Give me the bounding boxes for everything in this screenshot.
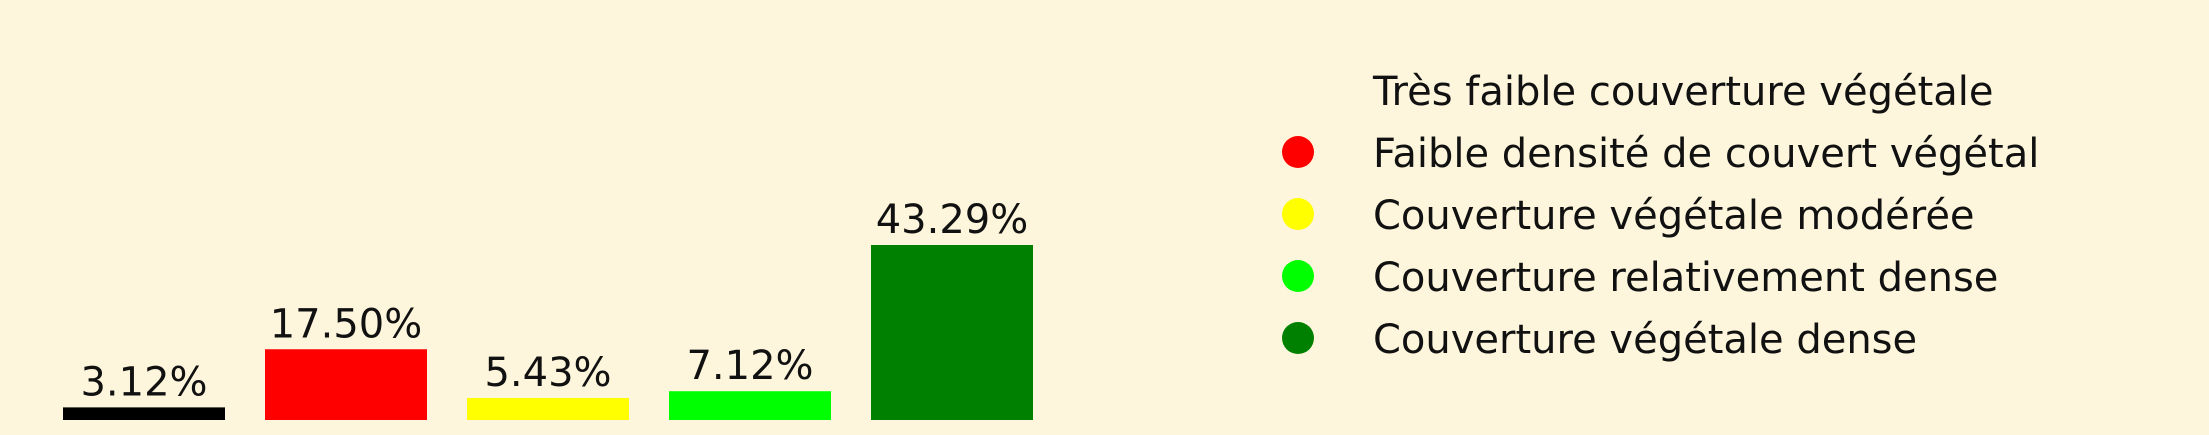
bars-group: [63, 245, 1033, 420]
bar-value-label-4: 7.12%: [686, 343, 813, 389]
legend-marker-5: [1282, 322, 1314, 354]
bar-5: [871, 245, 1033, 420]
legend-marker-2: [1282, 136, 1314, 168]
legend-label-2: Faible densité de couvert végétal: [1373, 131, 2039, 177]
bar-value-label-3: 5.43%: [484, 350, 611, 396]
legend-label-1: Très faible couverture végétale: [1372, 69, 1994, 115]
bar-value-label-1: 3.12%: [80, 359, 207, 405]
bar-1: [63, 407, 225, 420]
bar-value-label-2: 17.50%: [270, 301, 423, 347]
legend-label-3: Couverture végétale modérée: [1373, 193, 1975, 239]
bar-3: [467, 398, 629, 420]
bar-2: [265, 349, 427, 420]
legend-marker-1: [1282, 74, 1314, 106]
value-labels-group: 3.12% 17.50% 5.43% 7.12% 43.29%: [80, 197, 1028, 405]
legend-label-5: Couverture végétale dense: [1373, 317, 1917, 363]
legend-label-4: Couverture relativement dense: [1373, 255, 1998, 301]
legend-marker-4: [1282, 260, 1314, 292]
legend: Très faible couverture végétale Faible de…: [1282, 69, 2039, 363]
bar-value-label-5: 43.29%: [876, 197, 1029, 243]
bar-4: [669, 391, 831, 420]
legend-marker-3: [1282, 198, 1314, 230]
